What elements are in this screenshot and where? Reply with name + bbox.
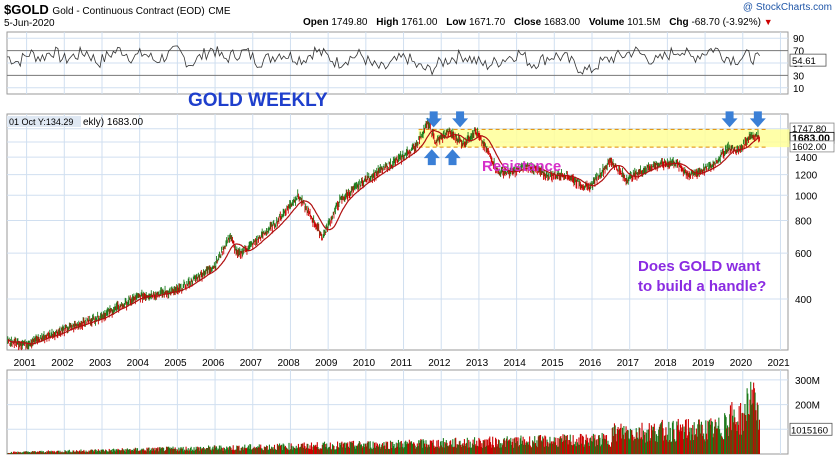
high-value: 1761.00 [401,17,438,28]
x-tick-label: 2004 [127,358,150,369]
chart-title: GOLD WEEKLY [188,90,328,111]
resistance-label: Resistance [482,158,561,175]
chg-value: -68.70 (-3.92%) [691,17,761,28]
x-tick-label: 2016 [579,358,602,369]
question-line-2: to build a handle? [638,278,766,295]
x-tick-label: 2001 [14,358,37,369]
price-tick-label: 1400 [795,153,818,164]
open-label: Open [303,17,329,28]
brand-name: StockCharts.com [755,2,832,13]
volume-tick-label: 300M [795,376,820,387]
x-tick-label: 2017 [617,358,640,369]
arrow-down-icon [425,111,442,128]
x-tick-label: 2003 [89,358,112,369]
indicator-line [7,45,761,76]
arrow-down-icon [721,111,738,128]
price-tick-label: 400 [795,295,812,306]
arrow-down-icon [749,111,766,128]
x-tick-label: 2006 [202,358,225,369]
x-tick-label: 2010 [353,358,376,369]
x-tick-label: 2002 [51,358,74,369]
price-last-value-box [789,140,835,153]
price-last-value: 1602.00 [792,142,826,153]
volume-label: Volume [588,17,625,28]
legend-box [7,116,81,127]
indicator-tick-label: 10 [793,84,805,95]
price-tick-label: 800 [795,217,812,228]
x-tick-label: 2014 [504,358,527,369]
symbol-description: Gold - Continuous Contract (EOD) [52,6,205,17]
ohlc-readout: Open 1749.80 High 1761.00 Low 1671.70 Cl… [297,17,773,28]
price-last-value: 1747.80 [792,124,826,135]
price-panel [6,113,789,351]
x-tick-label: 2007 [240,358,263,369]
symbol: $GOLD [4,2,49,17]
indicator-tick-label: 90 [793,34,805,45]
indicator-last-value-box [789,53,827,67]
exchange: CME [208,6,231,17]
x-tick-label: 2019 [692,358,715,369]
symbol-title: $GOLD Gold - Continuous Contract (EOD) C… [4,2,231,17]
low-value: 1671.70 [469,17,506,28]
arrow-up-icon [444,149,461,166]
arrow-up-icon [423,149,440,166]
chart-header: $GOLD Gold - Continuous Contract (EOD) C… [0,0,838,30]
moving-average-line [7,129,760,345]
legend-suffix: ekly) 1683.00 [83,117,143,128]
x-tick-label: 2011 [391,358,413,369]
volume-value: 101.5M [627,17,661,28]
price-tick-label: 600 [795,249,812,260]
low-label: Low [446,17,467,28]
legend-text: 01 Oct Y:134.29 [9,117,73,127]
volume-panel [6,369,789,455]
brand[interactable]: @ StockCharts.com [743,2,832,13]
x-tick-label: 2009 [315,358,338,369]
chart-date: 5-Jun-2020 [4,18,55,29]
x-tick-label: 2020 [730,358,753,369]
high-label: High [376,17,399,28]
close-value: 1683.00 [543,17,581,28]
arrow-down-icon [452,111,469,128]
x-tick-label: 2008 [277,358,300,369]
volume-last-value: 1015160 [791,425,828,436]
x-tick-label: 2012 [428,358,451,369]
open-value: 1749.80 [331,17,368,28]
indicator-tick-label: 30 [793,71,805,82]
down-triangle-icon: ▼ [763,17,773,27]
price-tick-label: 1200 [795,171,818,182]
price-tick-label: 1000 [795,191,818,202]
x-tick-label: 2021 [767,358,790,369]
indicator-last-value: 54.61 [792,56,816,67]
x-tick-label: 2018 [654,358,677,369]
close-label: Close [513,17,542,28]
question-line-1: Does GOLD want [638,258,761,275]
resistance-zone [418,129,802,148]
indicator-tick-label: 70 [793,47,805,58]
x-tick-label: 2015 [541,358,564,369]
chg-label: Chg [669,17,689,28]
volume-tick-label: 200M [795,401,820,412]
x-tick-label: 2013 [466,358,489,369]
x-tick-label: 2005 [164,358,187,369]
copyright-icon: @ [742,2,754,13]
volume-last-value-box [789,422,833,436]
